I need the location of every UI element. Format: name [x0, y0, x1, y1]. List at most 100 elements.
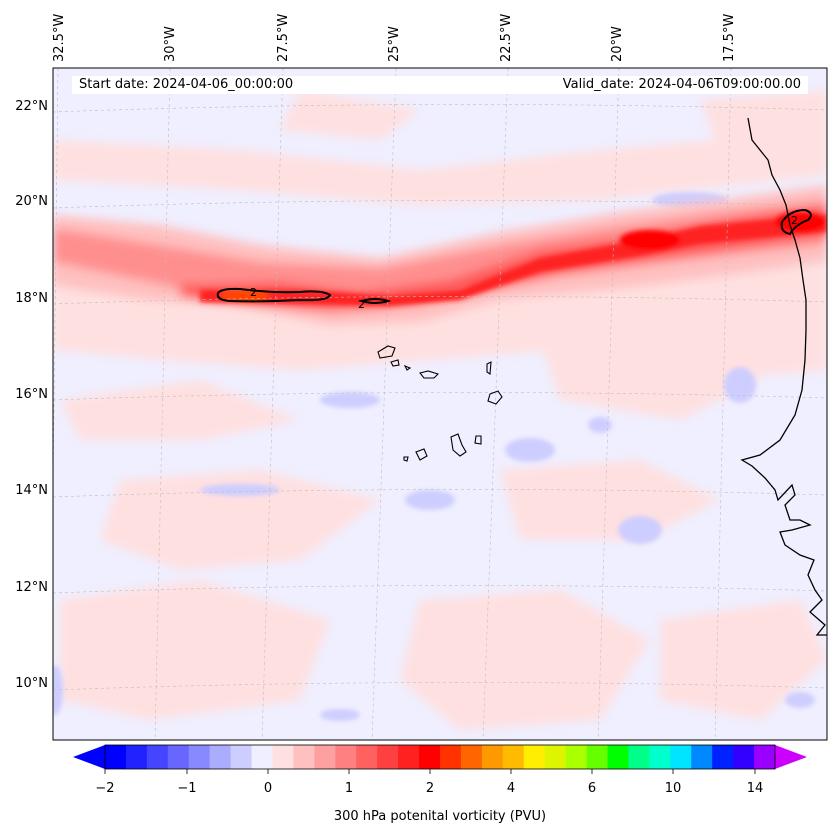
cb-tick-label: 14 [746, 781, 764, 796]
lon-label-17.5w: 17.5°W [722, 13, 737, 62]
lon-label-32.5w: 32.5°W [52, 13, 67, 62]
colorbar-cell [440, 745, 462, 769]
island-fogo [415, 448, 428, 461]
lat-label-14n: 14°N [15, 483, 48, 498]
title-background [72, 76, 808, 94]
lon-label-22.5w: 22.5°W [499, 13, 514, 62]
colorbar-cell [628, 745, 650, 769]
lon-label-25w: 25°W [387, 26, 402, 62]
cabo-verde-islands [377, 345, 503, 462]
lat-label-12n: 12°N [15, 580, 48, 595]
colorbar-frame [104, 744, 776, 770]
cb-tick-label: 1 [344, 781, 354, 796]
cb-tick-label: 10 [664, 781, 682, 796]
meridian-17.5w [714, 68, 732, 740]
colorbar-cell [586, 745, 608, 769]
contour-label-west: 2 [250, 286, 257, 299]
colorbar-cell [419, 745, 441, 769]
parallel-14n [53, 489, 827, 498]
colorbar-cell [272, 745, 294, 769]
graticule [53, 68, 827, 740]
meridian-27.5w [261, 68, 284, 740]
colorbar-cell [712, 745, 734, 769]
start-date-label: Start date: 2024-04-06_00:00:00 [79, 77, 294, 92]
colorbar-cell [125, 745, 148, 769]
colorbar-cell [565, 745, 587, 769]
colorbar-cell [649, 745, 671, 769]
parallel-18n [53, 296, 827, 305]
colorbar-cell [105, 745, 127, 769]
island-sao-nicolau [419, 370, 440, 379]
colorbar-cell [293, 745, 315, 769]
colorbar-extend-high [775, 745, 807, 769]
contour-2pvu [216, 208, 812, 304]
colorbar-cell [523, 745, 546, 769]
contour-labels: 2 2 2 [250, 214, 798, 311]
map-frame [52, 67, 828, 741]
island-santa-luzia [403, 364, 412, 371]
colorbar-cell [607, 745, 629, 769]
colorbar-cell [167, 745, 190, 769]
colorbar-cell [377, 745, 399, 769]
island-maio [474, 435, 482, 445]
lat-label-18n: 18°N [15, 291, 48, 306]
colorbar-cell [691, 745, 713, 769]
lon-label-27.5w: 27.5°W [276, 13, 291, 62]
coastlines [740, 117, 827, 636]
colorbar-cell [356, 745, 378, 769]
contour-label-east: 2 [791, 214, 798, 227]
colorbar-title: 300 hPa potenital vorticity (PVU) [333, 809, 547, 824]
colorbar-ticks [104, 769, 756, 774]
island-brava [403, 456, 409, 462]
cb-tick-label: 6 [587, 781, 597, 796]
parallel-16n [53, 392, 827, 401]
lat-label-20n: 20°N [15, 194, 48, 209]
lat-label-22n: 22°N [15, 99, 48, 114]
colorbar-cell [335, 745, 357, 769]
island-santiago [450, 433, 467, 457]
parallel-10n [53, 682, 827, 691]
cb-tick-label: 4 [506, 781, 516, 796]
colorbar-cell [754, 745, 776, 769]
lon-label-20w: 20°W [610, 26, 625, 62]
pv-field-negative [53, 192, 815, 721]
colorbar-cell [230, 745, 252, 769]
meridian-32.5w [53, 68, 59, 514]
colorbar-cell [398, 745, 420, 769]
island-boa-vista [487, 390, 503, 405]
meridian-20w [597, 68, 620, 740]
lat-label-10n: 10°N [15, 676, 48, 691]
colorbar [73, 744, 807, 774]
colorbar-cell [146, 745, 169, 769]
contour-label-mid: 2 [358, 298, 365, 311]
parallel-22n [53, 104, 827, 113]
valid-date-label: Valid_date: 2024-04-06T09:00:00.00 [562, 77, 801, 92]
cb-tick-label: −2 [95, 781, 115, 796]
colorbar-cell [670, 745, 692, 769]
map-panel: 2 2 2 [53, 68, 827, 740]
colorbar-cell [460, 745, 483, 769]
island-santo-antao [377, 345, 396, 359]
colorbar-extend-low [73, 745, 105, 769]
parallel-12n [53, 585, 827, 594]
contour-2pvu-mid [358, 298, 392, 304]
parallel-20n [53, 200, 827, 209]
cb-tick-label: 0 [263, 781, 273, 796]
colorbar-cells [105, 745, 776, 769]
contour-2pvu-east [780, 208, 812, 236]
contour-2pvu-west [216, 287, 332, 303]
meridian-25w [371, 68, 397, 740]
colorbar-cell [251, 745, 273, 769]
island-sal [486, 361, 492, 375]
cb-tick-label: 2 [425, 781, 435, 796]
meridian-30w [154, 68, 171, 740]
colorbar-cell [733, 745, 755, 769]
lat-label-16n: 16°N [15, 387, 48, 402]
lon-label-30w: 30°W [163, 26, 178, 62]
colorbar-cell [502, 745, 525, 769]
colorbar-cell [544, 745, 567, 769]
colorbar-cell [209, 745, 232, 769]
colorbar-cell [314, 745, 336, 769]
africa-coastline [740, 117, 827, 636]
